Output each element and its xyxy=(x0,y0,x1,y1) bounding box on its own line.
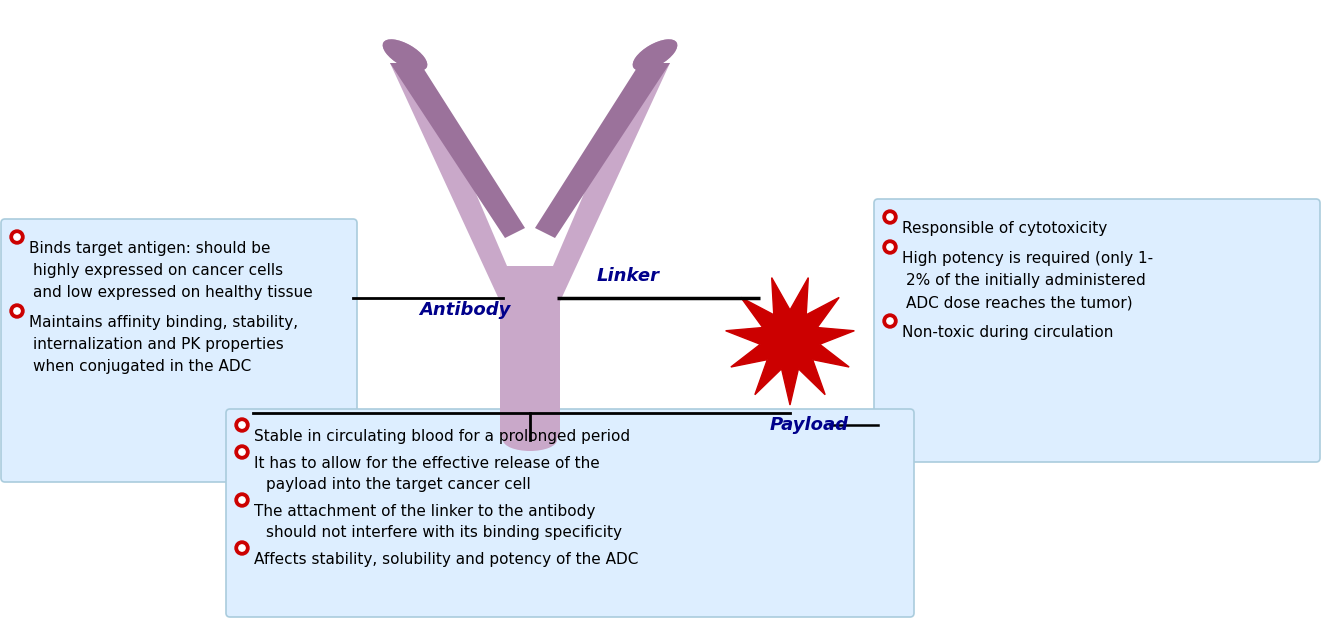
Text: Linker: Linker xyxy=(597,267,659,285)
Text: Payload: Payload xyxy=(771,416,849,434)
Circle shape xyxy=(883,314,896,328)
Text: Antibody: Antibody xyxy=(420,301,511,319)
Polygon shape xyxy=(535,63,670,308)
Circle shape xyxy=(238,422,245,428)
Circle shape xyxy=(234,493,249,507)
FancyBboxPatch shape xyxy=(500,270,560,438)
Polygon shape xyxy=(503,308,557,440)
Circle shape xyxy=(238,545,245,551)
Ellipse shape xyxy=(383,40,428,70)
Text: and low expressed on healthy tissue: and low expressed on healthy tissue xyxy=(33,285,312,300)
Text: High potency is required (only 1-: High potency is required (only 1- xyxy=(902,251,1153,266)
FancyBboxPatch shape xyxy=(874,199,1320,462)
Ellipse shape xyxy=(503,429,557,451)
Text: Non-toxic during circulation: Non-toxic during circulation xyxy=(902,325,1113,340)
Text: It has to allow for the effective release of the: It has to allow for the effective releas… xyxy=(254,456,600,471)
FancyBboxPatch shape xyxy=(1,219,357,482)
Text: should not interfere with its binding specificity: should not interfere with its binding sp… xyxy=(266,525,622,540)
Text: 2% of the initially administered: 2% of the initially administered xyxy=(906,273,1145,288)
Circle shape xyxy=(11,230,24,244)
Circle shape xyxy=(887,244,894,250)
Text: when conjugated in the ADC: when conjugated in the ADC xyxy=(33,359,252,374)
Text: Binds target antigen: should be: Binds target antigen: should be xyxy=(29,241,270,256)
Text: Maintains affinity binding, stability,: Maintains affinity binding, stability, xyxy=(29,315,298,330)
Text: highly expressed on cancer cells: highly expressed on cancer cells xyxy=(33,263,283,278)
Circle shape xyxy=(238,497,245,503)
Text: ADC dose reaches the tumor): ADC dose reaches the tumor) xyxy=(906,295,1132,310)
Circle shape xyxy=(234,445,249,459)
Polygon shape xyxy=(503,273,557,313)
Text: Affects stability, solubility and potency of the ADC: Affects stability, solubility and potenc… xyxy=(254,552,638,567)
Circle shape xyxy=(234,418,249,432)
Circle shape xyxy=(11,304,24,318)
Circle shape xyxy=(883,210,896,224)
Text: Responsible of cytotoxicity: Responsible of cytotoxicity xyxy=(902,221,1107,236)
Polygon shape xyxy=(726,277,854,405)
FancyBboxPatch shape xyxy=(226,409,914,617)
Text: Stable in circulating blood for a prolonged period: Stable in circulating blood for a prolon… xyxy=(254,429,630,444)
Circle shape xyxy=(234,541,249,555)
Ellipse shape xyxy=(383,40,428,70)
Polygon shape xyxy=(391,63,526,308)
FancyBboxPatch shape xyxy=(500,266,559,330)
Polygon shape xyxy=(535,63,670,238)
Text: internalization and PK properties: internalization and PK properties xyxy=(33,337,283,352)
Polygon shape xyxy=(391,63,526,238)
Circle shape xyxy=(887,214,894,220)
Ellipse shape xyxy=(503,432,557,448)
Circle shape xyxy=(883,240,896,254)
Circle shape xyxy=(13,234,20,240)
Circle shape xyxy=(238,449,245,455)
Circle shape xyxy=(13,308,20,314)
Circle shape xyxy=(887,318,894,324)
Text: payload into the target cancer cell: payload into the target cancer cell xyxy=(266,477,531,492)
Text: The attachment of the linker to the antibody: The attachment of the linker to the anti… xyxy=(254,504,596,519)
Ellipse shape xyxy=(633,40,678,70)
Ellipse shape xyxy=(633,40,678,70)
